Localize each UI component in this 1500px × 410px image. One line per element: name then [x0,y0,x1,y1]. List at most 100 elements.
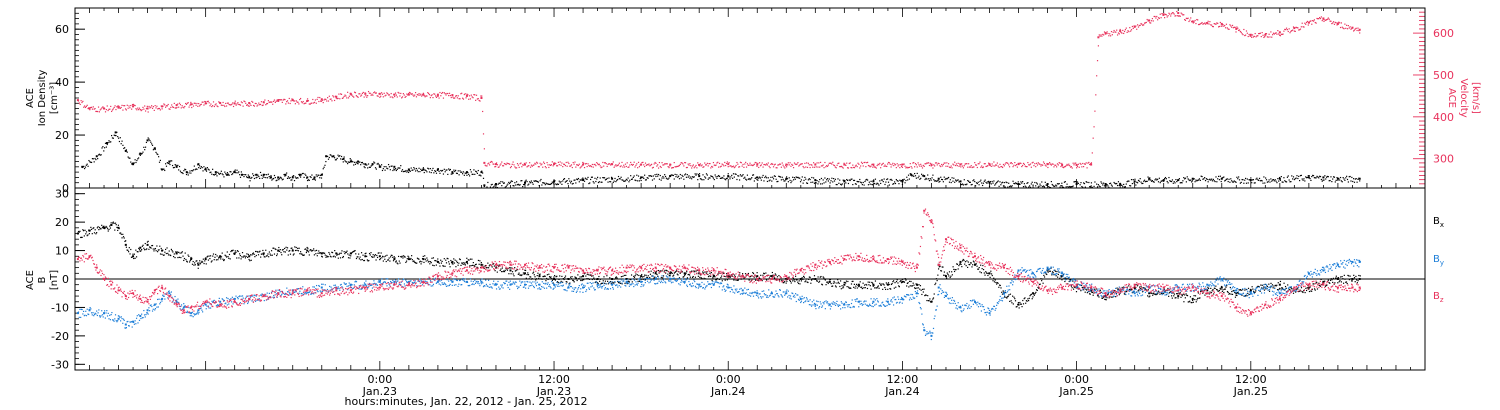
density-sample [643,177,645,179]
bx-sample [903,281,906,283]
bx-sample [1028,297,1030,299]
bx-sample [922,288,924,291]
density-sample [908,178,911,180]
velocity-sample [344,94,346,96]
bx-sample [841,285,843,287]
bx-sample [909,285,911,287]
density-sample [1254,182,1256,184]
velocity-sample [860,161,863,163]
density-sample [1332,178,1334,180]
bx-sample [1251,286,1253,288]
velocity-sample [992,165,994,167]
density-sample [313,178,316,180]
bx-sample [660,276,662,279]
bx-sample [591,278,593,281]
bx-sample [1049,270,1051,272]
velocity-sample [1103,31,1106,33]
density-sample [177,164,179,166]
density-sample [162,168,164,170]
velocity-sample [1243,28,1245,31]
velocity-sample [1096,60,1099,62]
density-sample [280,177,283,179]
bx-sample [713,274,715,277]
density-sample [840,184,843,186]
bx-sample [88,229,90,231]
density-sample [615,181,617,183]
density-sample [176,165,178,167]
bx-sample [525,277,527,279]
velocity-sample [282,99,284,101]
velocity-sample [681,162,683,164]
velocity-sample [946,162,948,164]
density-sample [232,171,235,173]
bx-sample [562,281,564,283]
density-sample [1157,181,1160,183]
velocity-sample [412,94,414,96]
density-sample [603,177,605,179]
velocity-point [494,163,497,166]
velocity-sample [241,102,243,104]
bx-sample [487,267,490,269]
density-sample [1252,179,1255,181]
velocity-sample [423,95,425,97]
bx-sample [630,278,632,281]
bx-point [422,258,425,261]
bx-sample [1039,283,1041,285]
velocity-sample [253,105,256,107]
bx-sample [606,275,608,277]
bx-sample [302,254,305,256]
density-sample [1089,186,1092,188]
bx-sample [201,260,203,262]
velocity-sample [166,105,168,107]
bx-sample [1150,292,1152,294]
bx-sample [297,250,300,252]
bx-sample [623,274,625,277]
bx-sample [357,256,359,258]
density-sample [260,174,263,176]
density-sample [970,184,972,186]
density-sample [160,168,162,170]
density-sample [331,156,333,158]
bx-sample [618,282,620,284]
density-sample [809,178,811,181]
density-sample [203,166,205,168]
density-sample [391,165,393,167]
bx-sample [1010,300,1012,302]
density-sample [1347,181,1349,183]
bx-sample [731,274,733,276]
velocity-sample [1231,24,1234,27]
density-point [277,176,280,179]
density-sample [635,179,637,182]
bx-sample [818,281,820,283]
velocity-sample [120,106,122,109]
density-point [349,160,352,163]
density-sample [523,183,526,186]
density-sample [772,178,775,180]
velocity-sample [911,167,913,169]
density-sample [1110,182,1112,184]
velocity-sample [1083,163,1086,165]
density-sample [302,172,304,175]
bx-sample [879,284,882,286]
velocity-sample [863,161,865,164]
velocity-sample [189,104,191,106]
bx-sample [214,256,216,258]
density-sample [597,176,599,178]
density-sample [1283,177,1285,179]
density-sample [314,179,317,181]
density-sample [535,180,537,182]
velocity-sample [376,95,378,97]
bx-sample [518,272,520,274]
bx-sample [1252,288,1254,290]
bx-sample [1242,289,1244,291]
density-sample [1270,178,1272,180]
bx-sample [588,274,590,276]
velocity-sample [1256,35,1258,37]
bx-sample [187,254,189,256]
bx-sample [851,280,853,283]
bx-sample [179,252,181,254]
velocity-sample [134,104,136,107]
bx-sample [697,275,699,277]
density-sample [676,174,678,176]
velocity-sample [1309,20,1311,22]
